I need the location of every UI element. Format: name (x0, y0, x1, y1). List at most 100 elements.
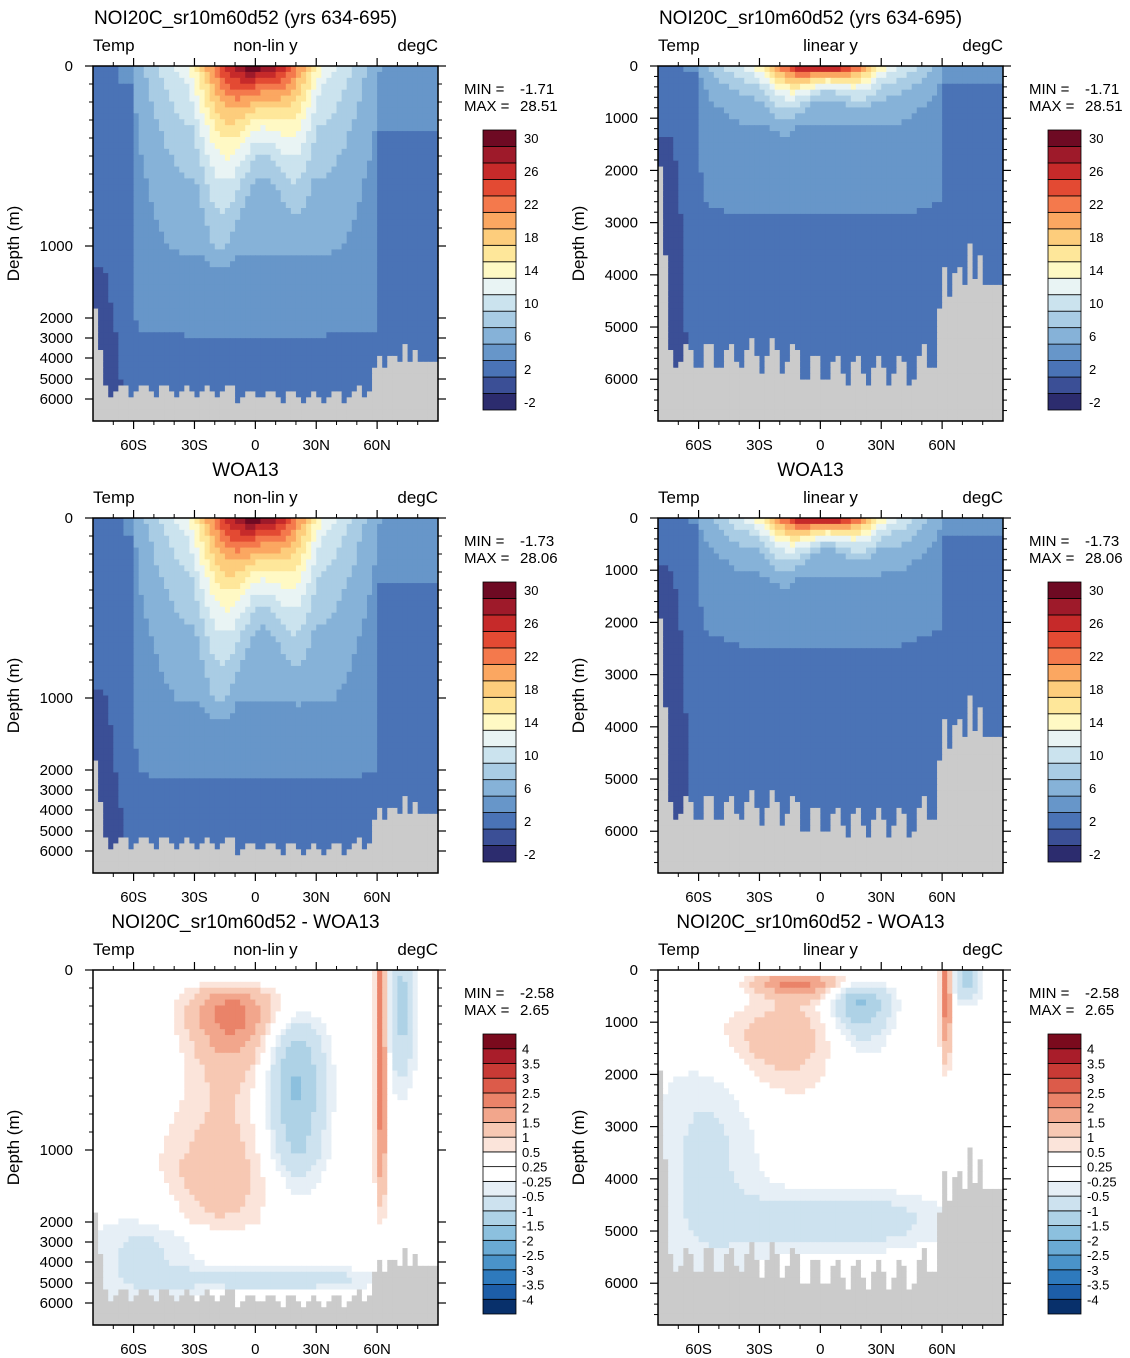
y-tick-label-0: 0 (630, 58, 638, 75)
colorbar-swatch (482, 1166, 517, 1182)
colorbar-label-0-25: -0.25 (522, 1174, 552, 1189)
x-tick-label-30n: 30N (302, 889, 330, 906)
colorbar-swatch (1047, 244, 1082, 263)
colorbar-label-6: 6 (524, 329, 531, 344)
y-tick-label-5000: 5000 (40, 371, 73, 388)
colorbar-swatch (482, 779, 517, 797)
colorbar-swatch (1047, 1166, 1082, 1182)
colorbar-swatch (1047, 746, 1082, 764)
x-tick-label-60n: 60N (363, 889, 391, 906)
x-tick-label-0: 0 (251, 437, 259, 454)
min-value: -1.71 (520, 81, 554, 98)
colorbar-swatch (482, 376, 517, 394)
y-tick-label-6000: 6000 (40, 391, 73, 408)
colorbar-label-3-5: -3.5 (1087, 1278, 1109, 1293)
max-label: MAX = (1029, 550, 1075, 567)
y-tick-label-6000: 6000 (605, 371, 638, 388)
vertical-axis-label: linear y (803, 36, 858, 55)
colorbar-label-2: -2 (1089, 847, 1101, 862)
colorbar-label-2: 2 (1087, 1101, 1094, 1116)
colorbar-label-4: 4 (1087, 1042, 1094, 1057)
colorbar-swatch (482, 244, 517, 263)
min-label: MIN = (1029, 81, 1070, 98)
colorbar-swatch (1047, 828, 1082, 846)
colorbar-swatch (1047, 1092, 1082, 1109)
colorbar-swatch (1047, 1225, 1082, 1241)
max-label: MAX = (1029, 1002, 1075, 1019)
y-axis-label: Depth (m) (4, 1110, 23, 1186)
colorbar-label-1-5: -1.5 (522, 1219, 544, 1234)
colorbar-label-14: 14 (1089, 715, 1103, 730)
colorbar-label-4: -4 (1087, 1292, 1099, 1307)
colorbar-label-22: 22 (524, 197, 538, 212)
colorbar-swatch (1047, 762, 1082, 781)
colorbar-label-0-5: -0.5 (1087, 1189, 1109, 1204)
y-tick-label-6000: 6000 (40, 843, 73, 860)
x-tick-label-60s: 60S (120, 437, 147, 454)
variable-label: Temp (93, 36, 135, 55)
max-value: 28.06 (520, 550, 558, 567)
colorbar-label-18: 18 (524, 230, 538, 245)
colorbar-label-26: 26 (1089, 616, 1103, 631)
y-tick-label-2000: 2000 (605, 162, 638, 179)
colorbar-swatch (482, 663, 517, 682)
colorbar-swatch (1047, 1063, 1082, 1079)
y-tick-label-3000: 3000 (605, 215, 638, 232)
max-value: 28.51 (520, 98, 558, 115)
colorbar-label-2-5: -2.5 (1087, 1248, 1109, 1263)
max-label: MAX = (464, 1002, 510, 1019)
vertical-axis-label: linear y (803, 940, 858, 959)
colorbar-label-30: 30 (1089, 583, 1103, 598)
units-label: degC (397, 488, 438, 507)
x-tick-label-60n: 60N (363, 1341, 391, 1358)
colorbar-swatch (482, 746, 517, 764)
max-value: 2.65 (1085, 1002, 1114, 1019)
x-tick-label-60n: 60N (928, 889, 956, 906)
colorbar-label-14: 14 (1089, 263, 1103, 278)
colorbar-label-1-5: 1.5 (522, 1115, 540, 1130)
colorbar-swatch (1047, 713, 1082, 731)
x-tick-label-30s: 30S (181, 889, 208, 906)
colorbar-label-4: -4 (522, 1292, 534, 1307)
y-tick-label-5000: 5000 (40, 823, 73, 840)
colorbar-label-2: -2 (522, 1233, 534, 1248)
x-tick-label-60s: 60S (120, 1341, 147, 1358)
colorbar-swatch (1047, 696, 1082, 715)
y-tick-label-6000: 6000 (605, 1275, 638, 1292)
colorbar-swatch (482, 277, 517, 296)
colorbar-swatch (482, 1136, 517, 1153)
min-label: MIN = (464, 985, 505, 1002)
y-tick-label-0: 0 (65, 58, 73, 75)
colorbar-swatch (1047, 1195, 1082, 1212)
colorbar: -4-3.5-3-2.5-2-1.5-1-0.5-0.250.250.511.5… (1047, 1033, 1117, 1315)
y-axis-label: Depth (m) (569, 1110, 588, 1186)
panel-1: 60S 30S 0 30N 60N 0 1000 2000 3000 4000 5000 6000 De… (4, 8, 558, 454)
colorbar-label-26: 26 (524, 616, 538, 631)
colorbar-swatch (1047, 1269, 1082, 1285)
colorbar-label-3-5: 3.5 (522, 1056, 540, 1071)
min-value: -1.71 (1085, 81, 1119, 98)
colorbar-label-6: 6 (1089, 781, 1096, 796)
colorbar-swatch (482, 1269, 517, 1285)
y-tick-label-6000: 6000 (40, 1295, 73, 1312)
colorbar-label-2: -2 (524, 847, 536, 862)
colorbar-swatch (1047, 310, 1082, 329)
x-tick-label-0: 0 (251, 1341, 259, 1358)
colorbar-label-2: -2 (524, 395, 536, 410)
x-tick-label-30n: 30N (302, 437, 330, 454)
plot-frame (92, 65, 439, 422)
panel-4: 60S 30S 0 30N 60N 0 1000 2000 3000 4000 5000 6000 De… (569, 460, 1123, 906)
x-tick-label-0: 0 (816, 889, 824, 906)
colorbar-label-10: 10 (524, 296, 538, 311)
plot-frame (92, 517, 439, 874)
colorbar-swatch (482, 343, 517, 361)
x-tick-label-30n: 30N (867, 437, 895, 454)
heatmap-field (658, 66, 1004, 422)
y-tick-label-4000: 4000 (605, 1171, 638, 1188)
y-tick-label-2000: 2000 (40, 762, 73, 779)
max-value: 28.51 (1085, 98, 1123, 115)
max-label: MAX = (1029, 98, 1075, 115)
colorbar-swatch (1047, 1180, 1082, 1197)
y-tick-label-6000: 6000 (605, 823, 638, 840)
